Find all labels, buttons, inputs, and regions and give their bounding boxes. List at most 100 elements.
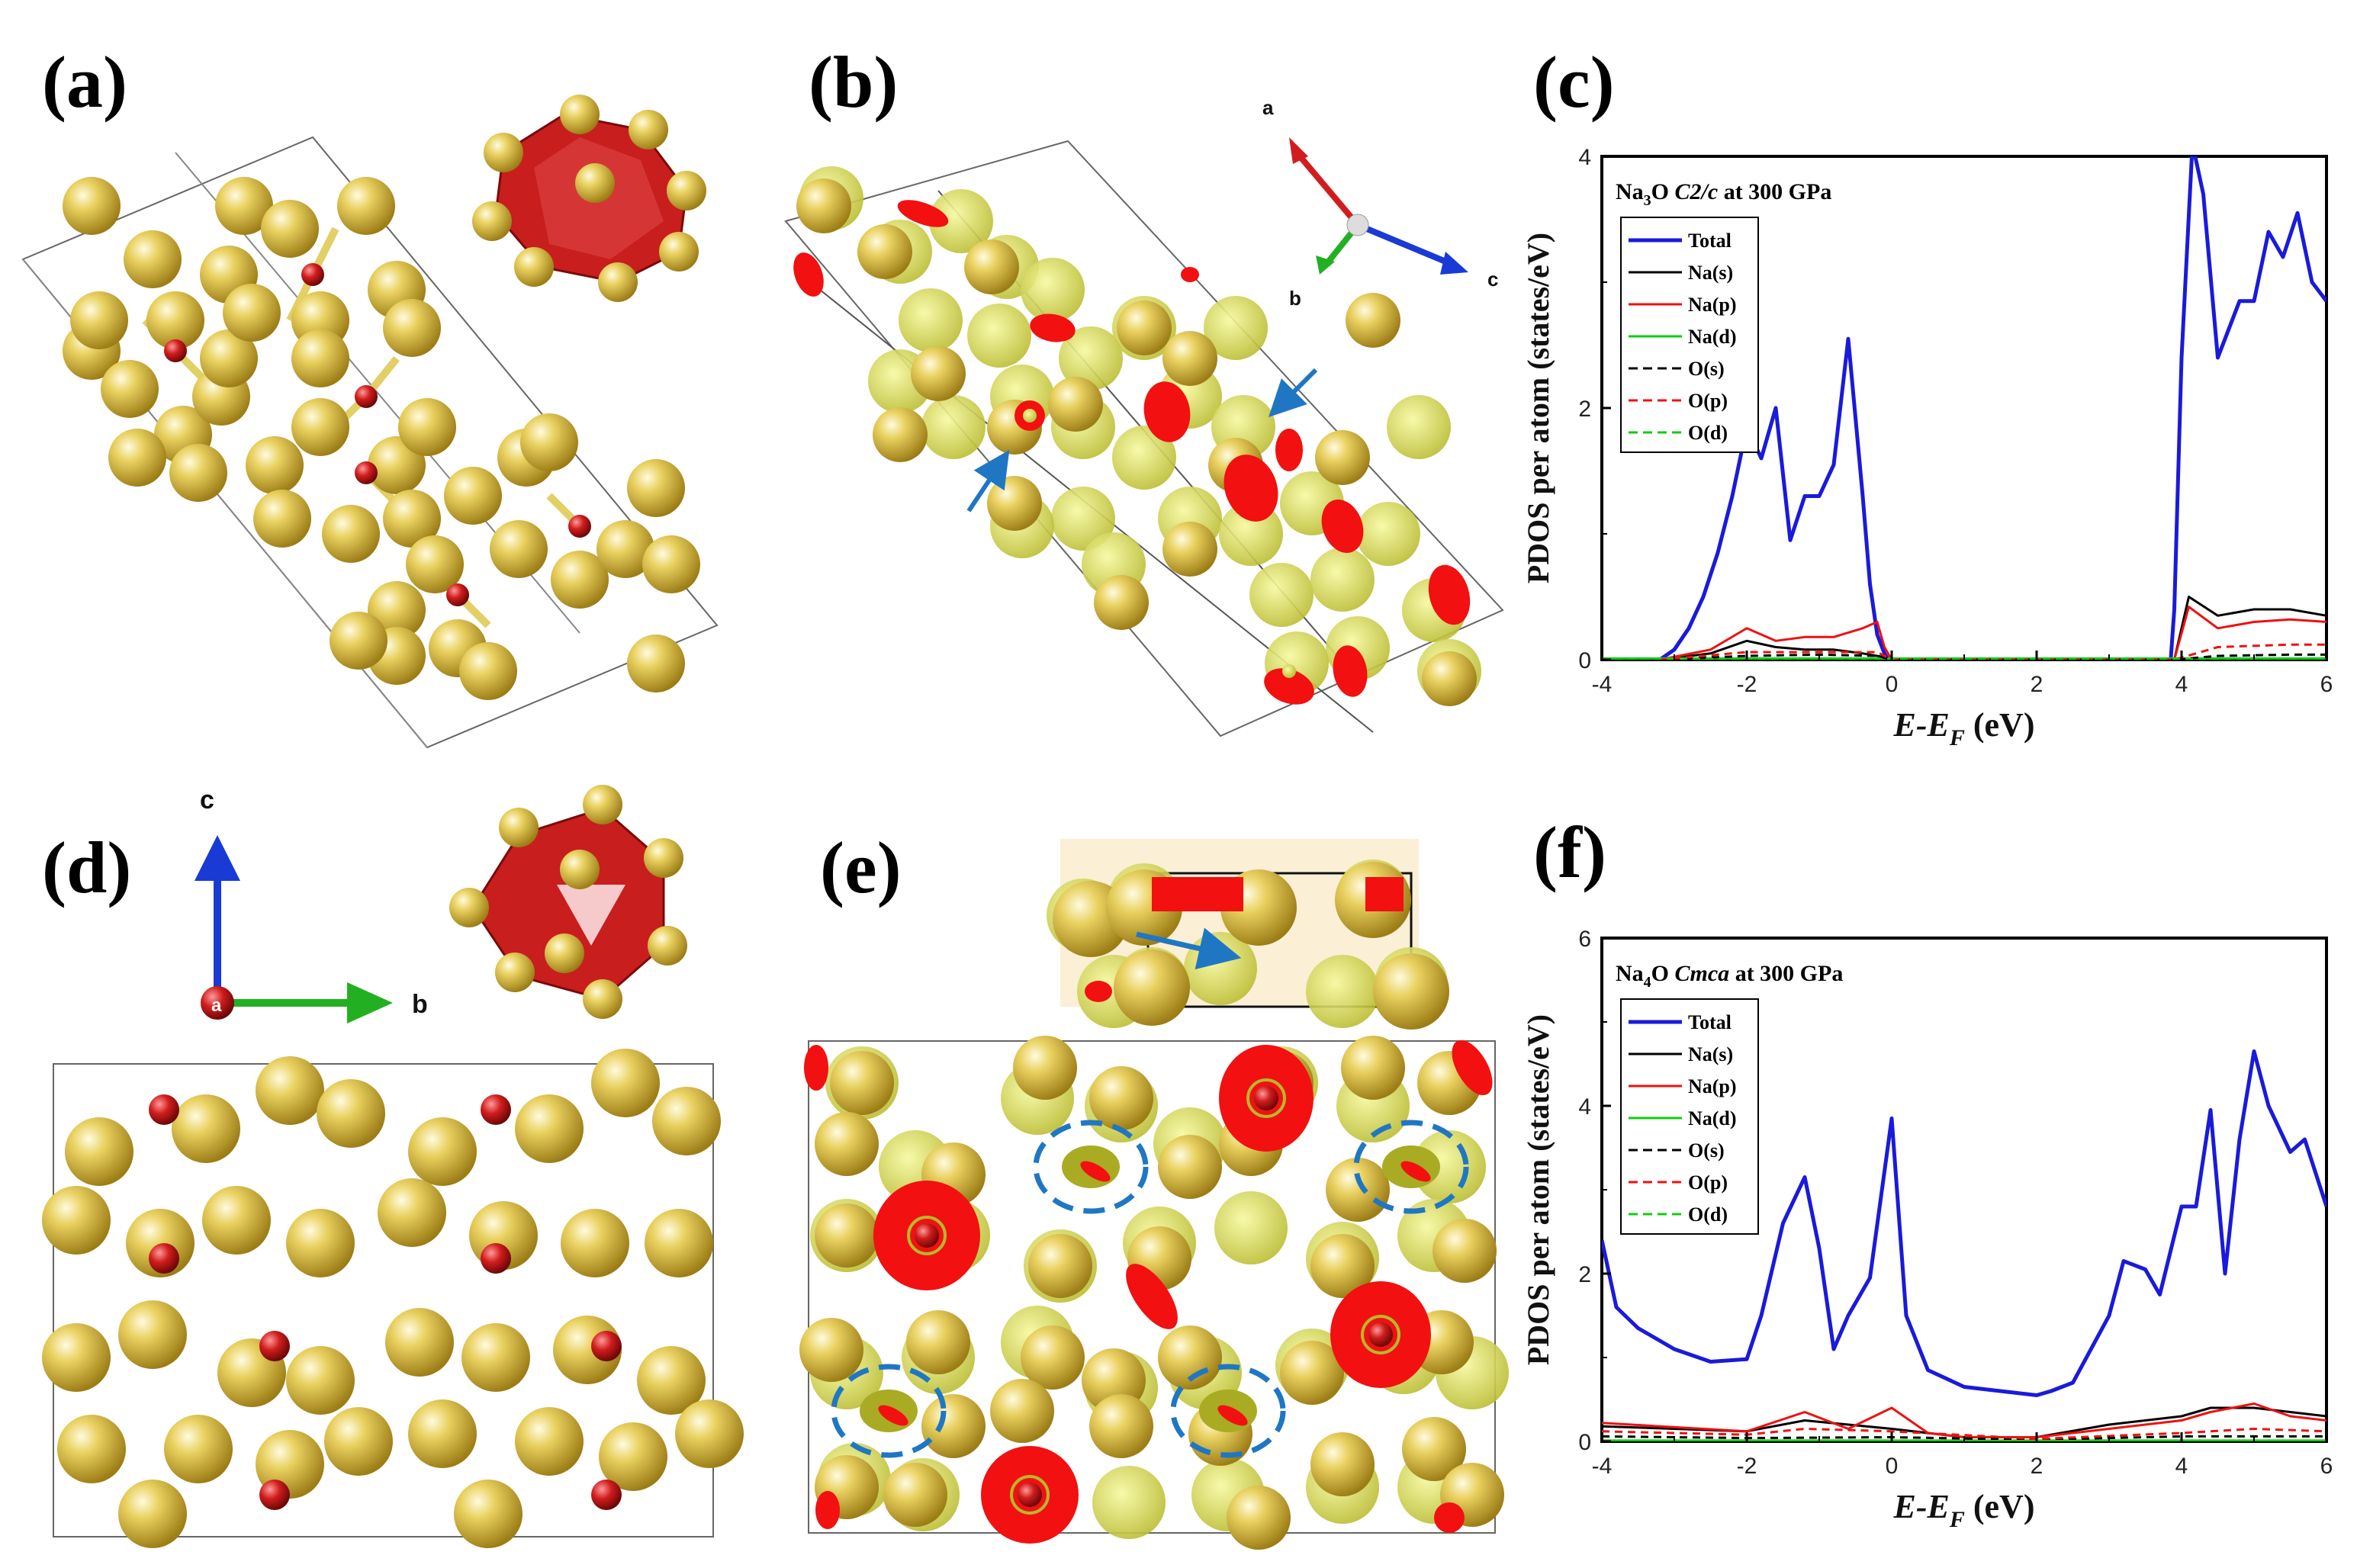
sodium-atom <box>815 1112 879 1176</box>
legend-label: Na(s) <box>1688 1043 1733 1065</box>
dashed-highlight-loop <box>1353 1120 1469 1214</box>
panel-label-e: (e) <box>820 827 902 908</box>
sodium-atom <box>444 467 502 525</box>
blue-arrow-2 <box>1269 368 1318 417</box>
sodium-atom <box>675 1399 744 1468</box>
blue-arrow-1 <box>966 450 1010 512</box>
sodium-atom <box>1114 949 1190 1026</box>
series-line-nas <box>1602 1406 2326 1438</box>
sodium-atom <box>146 291 204 349</box>
sodium-atom <box>459 642 517 700</box>
series-line-total <box>1602 1049 2326 1397</box>
sodium-atom <box>322 505 380 563</box>
sodium-atom <box>490 520 548 578</box>
oxygen-atom <box>164 339 187 362</box>
y-tick-label: 2 <box>1578 397 1591 422</box>
elf-red-section <box>1143 381 1191 442</box>
oxygen-atom <box>301 263 324 286</box>
sodium-atom <box>118 1300 187 1369</box>
y-tick-label: 2 <box>1578 1262 1591 1287</box>
sodium-atom <box>256 1056 324 1125</box>
sodium-atom <box>383 490 441 548</box>
sodium-atom <box>1326 1158 1390 1222</box>
sodium-atom <box>1433 1219 1497 1283</box>
elf-red-section <box>1321 500 1364 553</box>
x-tick-label: 0 <box>1886 1454 1899 1479</box>
elf-red-section <box>1400 1161 1431 1182</box>
sodium-atom <box>515 1407 584 1476</box>
panel-b-elf-structure: a b c <box>784 96 1504 737</box>
sodium-atom <box>515 1094 584 1163</box>
series-line-nap <box>1602 1403 2326 1438</box>
y-axis-label: PDOS per atom (states/eV) <box>1521 233 1555 583</box>
oxygen-atom <box>591 1480 622 1510</box>
elf-isosurface <box>1310 548 1375 612</box>
oxygen-atom <box>481 1243 511 1274</box>
sodium-atom <box>1089 1066 1153 1130</box>
oxygen-atom <box>1254 1086 1278 1110</box>
legend-label: O(p) <box>1688 1171 1728 1194</box>
elf-isosurface <box>1356 502 1420 566</box>
axis-c-arrow <box>1356 222 1451 266</box>
sodium-atom <box>499 808 539 847</box>
y-tick-label: 6 <box>1578 927 1591 952</box>
elf-isosurface <box>1051 487 1115 551</box>
sodium-atom <box>1089 1394 1153 1458</box>
blue-dashed-highlights <box>831 1120 1469 1458</box>
sodium-atom <box>215 177 273 235</box>
sodium-atom <box>57 1415 126 1483</box>
sodium-atom <box>408 1399 477 1468</box>
series-line-nap <box>1659 606 2326 660</box>
sodium-atom <box>472 201 512 241</box>
sodium-atom <box>575 163 615 203</box>
y-tick-label: 0 <box>1578 1430 1591 1455</box>
x-tick-label: -4 <box>1592 1454 1613 1479</box>
sodium-atom <box>1158 1135 1222 1199</box>
polyhedron-inset-atoms <box>449 785 687 1019</box>
axis-label-a: a <box>1262 96 1274 119</box>
sodium-atom <box>652 1087 721 1155</box>
elf-isosurface <box>1214 1191 1288 1264</box>
sodium-atom <box>857 224 912 279</box>
elf-isosurface <box>1112 426 1176 490</box>
legend-label: Total <box>1688 230 1732 252</box>
sodium-atom <box>1341 1036 1405 1100</box>
elf-red-section <box>1085 981 1112 1002</box>
panel-e-elf-structure <box>799 839 1509 1550</box>
sodium-atom <box>378 1178 446 1247</box>
sodium-atom <box>911 346 966 401</box>
legend-label: Na(d) <box>1688 1107 1737 1129</box>
x-tick-label: 4 <box>2175 672 2188 697</box>
elf-red-section <box>793 252 824 297</box>
oxygen-atom <box>259 1331 290 1361</box>
sodium-atom <box>200 329 258 387</box>
sodium-atom <box>514 247 554 287</box>
sodium-atom <box>202 1186 271 1255</box>
sodium-atom <box>223 284 281 342</box>
elf-red-section <box>815 1491 840 1529</box>
chart-title: Na4O Cmca at 300 GPa <box>1616 961 1843 991</box>
sodium-atom <box>987 476 1042 531</box>
sodium-atom <box>454 1480 523 1548</box>
panel-label-c: (c) <box>1533 41 1615 123</box>
sodium-atom <box>1280 1341 1344 1405</box>
sodium-atom <box>101 360 159 418</box>
oxygen-atom <box>1018 1483 1042 1507</box>
panel-label-d: (d) <box>42 827 131 908</box>
sodium-atom <box>906 1310 970 1374</box>
sodium-atom <box>286 1346 355 1415</box>
sodium-atom <box>1013 1036 1077 1100</box>
elf-red-section <box>1333 645 1368 697</box>
sodium-atom <box>70 291 128 349</box>
oxygen-atom <box>1368 1322 1393 1347</box>
axes-indicator-d: a c b <box>195 786 428 1023</box>
elf-red-section <box>1434 1502 1465 1533</box>
sodium-atom <box>330 612 387 670</box>
axis-label-c: c <box>200 786 214 815</box>
elf-isosurfaces <box>793 166 1481 706</box>
sodium-atom <box>408 1117 477 1186</box>
sodium-atom <box>627 635 685 692</box>
sodium-atom <box>815 1203 879 1268</box>
elf-red-section <box>1152 877 1243 911</box>
oxygen-atom <box>259 1480 290 1510</box>
